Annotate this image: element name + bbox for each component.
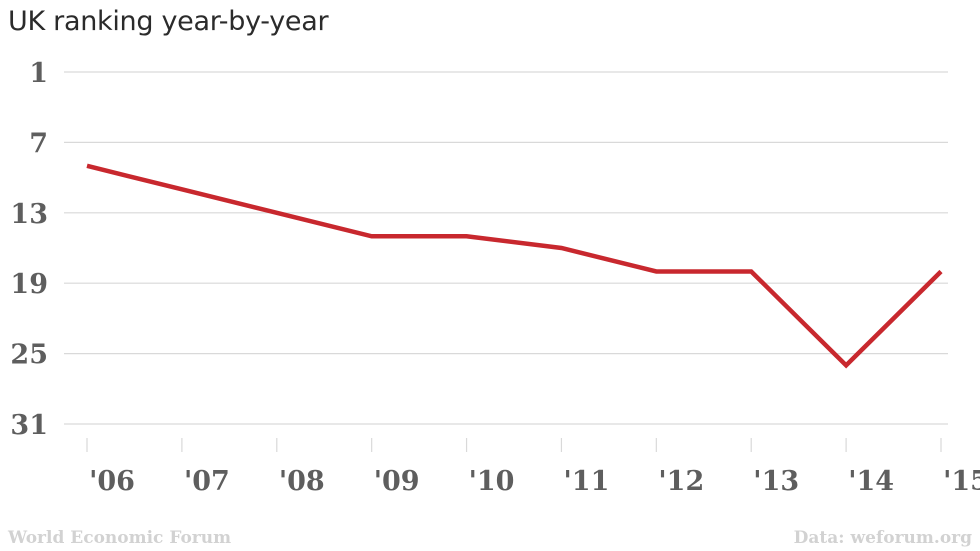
x-tick-label: '12 <box>658 466 704 497</box>
series-line <box>86 163 943 369</box>
y-tick-label: 7 <box>29 128 48 159</box>
y-axis-ticks: 1 7 13 19 25 31 <box>10 58 48 441</box>
y-tick-label: 13 <box>10 199 48 230</box>
x-tick-label: '13 <box>753 466 799 497</box>
x-tick-label: '14 <box>848 466 894 497</box>
x-tick-label: '11 <box>564 466 610 497</box>
source-credit-right: Data: weforum.org <box>793 528 972 548</box>
chart-title: UK ranking year-by-year <box>8 6 329 37</box>
x-tick-label: '06 <box>89 466 135 497</box>
source-credit-left: World Economic Forum <box>8 528 232 548</box>
x-tick-label: '15 <box>943 466 980 497</box>
series-layer <box>86 163 943 369</box>
y-tick-label: 31 <box>10 410 48 441</box>
x-tick-label: '09 <box>374 466 420 497</box>
x-axis: '06 '07 '08 '09 '10 '11 '12 '13 '14 '15 <box>86 438 980 497</box>
x-tick-label: '07 <box>184 466 230 497</box>
gridlines <box>64 71 948 425</box>
y-tick-label: 19 <box>10 269 48 300</box>
y-tick-label: 25 <box>10 340 48 371</box>
y-tick-label: 1 <box>29 58 48 89</box>
x-tick-label: '10 <box>469 466 515 497</box>
x-tick-label: '08 <box>279 466 325 497</box>
